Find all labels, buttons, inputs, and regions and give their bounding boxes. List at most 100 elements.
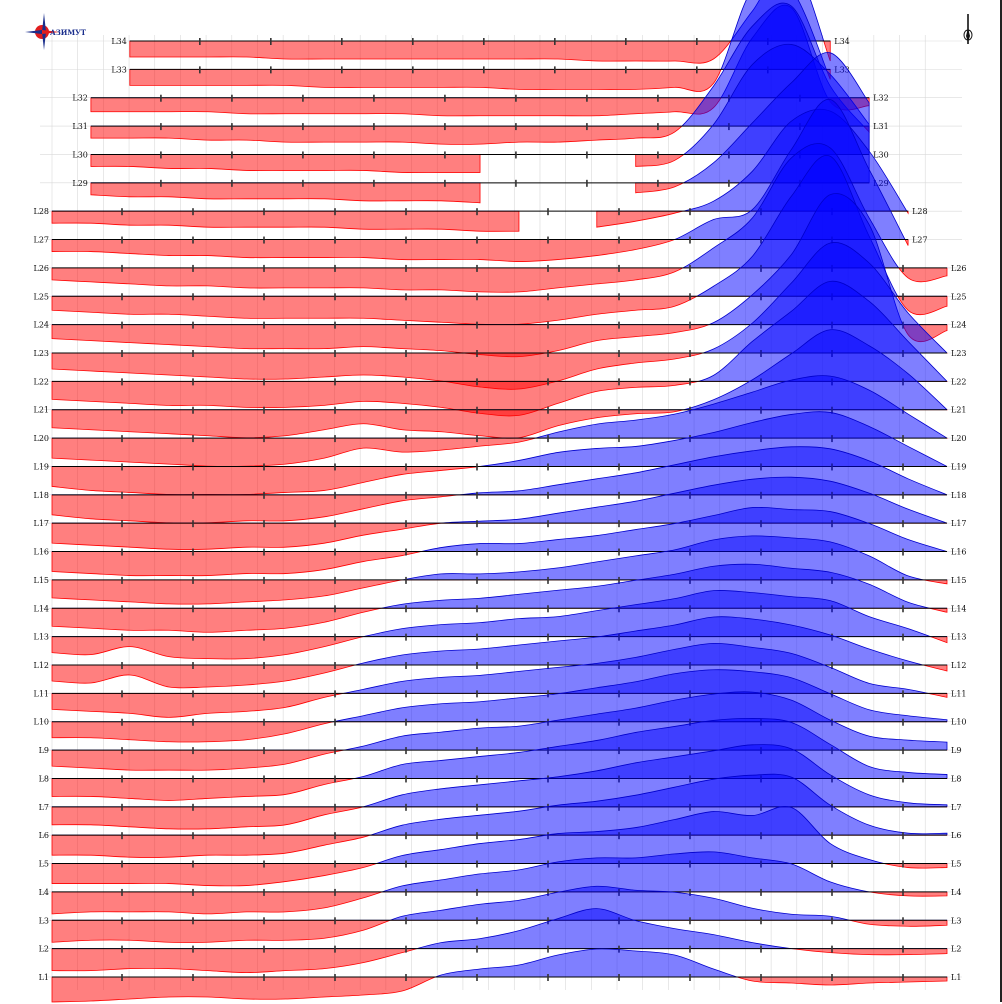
picket-mark — [618, 463, 620, 471]
picket-mark — [263, 435, 265, 443]
picket-mark — [121, 208, 123, 216]
picket-mark — [405, 378, 407, 386]
picket-mark — [334, 974, 336, 981]
picket-mark — [547, 520, 549, 528]
picket-mark — [412, 38, 414, 45]
profile-label-left: L30 — [72, 150, 88, 159]
negative-anomaly-fill — [596, 211, 909, 228]
picket-mark — [547, 350, 549, 357]
picket-mark — [263, 917, 265, 925]
picket-mark — [831, 945, 833, 953]
picket-mark — [476, 832, 478, 840]
profile-label-left: L10 — [34, 718, 50, 727]
profile-label-left: L34 — [111, 37, 127, 46]
picket-mark — [618, 576, 620, 584]
picket-mark — [334, 576, 336, 584]
picket-mark — [476, 208, 478, 216]
profile-label-left: L27 — [34, 236, 50, 245]
picket-mark — [192, 945, 194, 953]
picket-mark — [618, 236, 620, 244]
profile-label-right: L32 — [873, 94, 889, 103]
profile-label-right: L25 — [951, 292, 967, 301]
picket-mark — [515, 94, 517, 102]
picket-mark — [831, 888, 833, 896]
picket-mark — [902, 832, 904, 840]
picket-mark — [334, 208, 336, 216]
picket-mark — [515, 151, 517, 159]
picket-mark — [334, 803, 336, 811]
picket-mark — [334, 860, 336, 868]
profile-label-right: L16 — [951, 548, 967, 557]
north-arrow-icon — [963, 14, 973, 44]
picket-mark — [192, 236, 194, 244]
profile-label-right: L1 — [951, 973, 961, 982]
picket-mark — [554, 66, 556, 74]
picket-mark — [618, 350, 620, 357]
picket-mark — [554, 38, 556, 45]
picket-mark — [902, 888, 904, 896]
picket-mark — [618, 435, 620, 443]
profile-label-right: L31 — [873, 122, 889, 131]
picket-mark — [405, 775, 407, 783]
picket-mark — [618, 293, 620, 301]
picket-mark — [902, 803, 904, 811]
picket-mark — [618, 548, 620, 556]
picket-mark — [192, 633, 194, 641]
picket-mark — [121, 378, 123, 386]
picket-mark — [405, 690, 407, 698]
picket-mark — [831, 662, 833, 669]
picket-mark — [334, 520, 336, 528]
picket-mark — [476, 435, 478, 443]
picket-mark — [547, 945, 549, 953]
picket-mark — [476, 463, 478, 471]
picket-mark — [657, 179, 659, 187]
picket-mark — [476, 662, 478, 669]
profile-label-left: L3 — [39, 916, 49, 925]
picket-mark — [302, 94, 304, 102]
profile-label-left: L32 — [72, 94, 88, 103]
picket-mark — [121, 803, 123, 811]
picket-mark — [547, 264, 549, 272]
picket-mark — [696, 66, 698, 74]
picket-mark — [405, 945, 407, 953]
negative-anomaly-fill — [51, 920, 948, 943]
picket-mark — [689, 350, 691, 357]
picket-mark — [334, 236, 336, 244]
picket-mark — [263, 775, 265, 783]
picket-mark — [586, 94, 588, 102]
negative-anomaly-fill — [51, 693, 948, 718]
picket-mark — [405, 264, 407, 272]
picket-mark — [476, 378, 478, 386]
logo-text: АЗИМУТ — [50, 28, 87, 37]
picket-mark — [334, 945, 336, 953]
picket-mark — [192, 520, 194, 528]
picket-mark — [760, 974, 762, 981]
picket-mark — [263, 945, 265, 953]
picket-mark — [263, 888, 265, 896]
picket-mark — [192, 832, 194, 840]
picket-mark — [160, 94, 162, 102]
profile-label-right: L5 — [951, 860, 961, 869]
picket-mark — [547, 633, 549, 641]
picket-mark — [405, 832, 407, 840]
picket-mark — [192, 576, 194, 584]
negative-anomaly-fill — [90, 182, 481, 204]
profile-label-right: L24 — [951, 321, 967, 330]
picket-mark — [405, 406, 407, 414]
picket-mark — [547, 974, 549, 981]
picket-mark — [160, 151, 162, 159]
picket-mark — [334, 435, 336, 443]
picket-mark — [476, 520, 478, 528]
picket-mark — [373, 151, 375, 159]
picket-mark — [192, 264, 194, 272]
picket-mark — [192, 917, 194, 925]
picket-mark — [760, 917, 762, 925]
picket-mark — [902, 576, 904, 584]
profile-label-left: L13 — [34, 633, 50, 642]
picket-mark — [121, 293, 123, 301]
picket-mark — [689, 917, 691, 925]
profile-label-left: L17 — [34, 519, 50, 528]
picket-mark — [405, 463, 407, 471]
negative-anomaly-fill — [90, 154, 481, 174]
